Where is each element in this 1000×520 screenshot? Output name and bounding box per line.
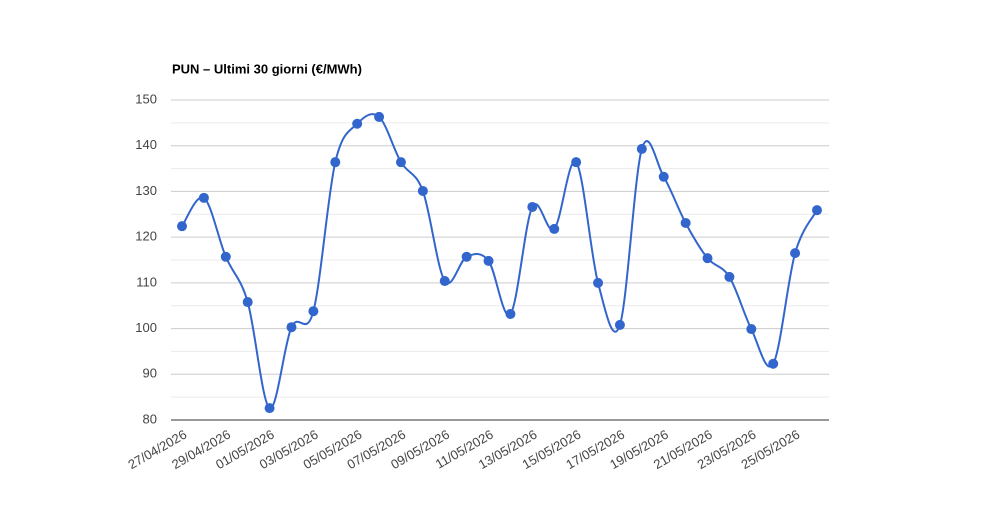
- point: [658, 171, 669, 182]
- point: [177, 221, 187, 232]
- point: [746, 324, 757, 335]
- point: [680, 217, 691, 228]
- point: [220, 251, 231, 262]
- point: [571, 157, 582, 168]
- point: [768, 358, 779, 369]
- y-tick-label: 80: [143, 411, 157, 426]
- chart-title: PUN – Ultimi 30 giorni (€/MWh): [172, 61, 362, 76]
- point: [417, 185, 428, 196]
- point: [483, 255, 494, 266]
- point: [527, 201, 538, 212]
- point: [308, 306, 319, 317]
- point: [812, 205, 822, 216]
- y-tick-label: 130: [135, 183, 157, 198]
- point: [461, 251, 472, 262]
- y-tick-label: 110: [136, 274, 157, 289]
- point: [374, 111, 385, 122]
- y-tick-label: 140: [135, 137, 157, 152]
- point: [505, 308, 516, 319]
- point: [242, 297, 253, 308]
- point: [593, 277, 604, 288]
- point: [636, 143, 647, 154]
- point: [198, 192, 209, 203]
- y-tick-label: 90: [143, 366, 157, 381]
- y-tick-label: 150: [135, 91, 157, 106]
- point: [352, 118, 363, 129]
- point: [724, 271, 735, 282]
- point: [264, 403, 275, 414]
- line: [181, 113, 818, 410]
- point: [286, 322, 297, 333]
- y-tick-label: 100: [135, 320, 157, 335]
- y-tick-label: 120: [135, 229, 157, 244]
- point: [439, 276, 450, 287]
- point: [614, 319, 625, 330]
- point: [790, 248, 801, 259]
- point: [549, 223, 560, 234]
- point: [702, 253, 713, 264]
- point: [330, 157, 341, 168]
- point: [395, 157, 406, 168]
